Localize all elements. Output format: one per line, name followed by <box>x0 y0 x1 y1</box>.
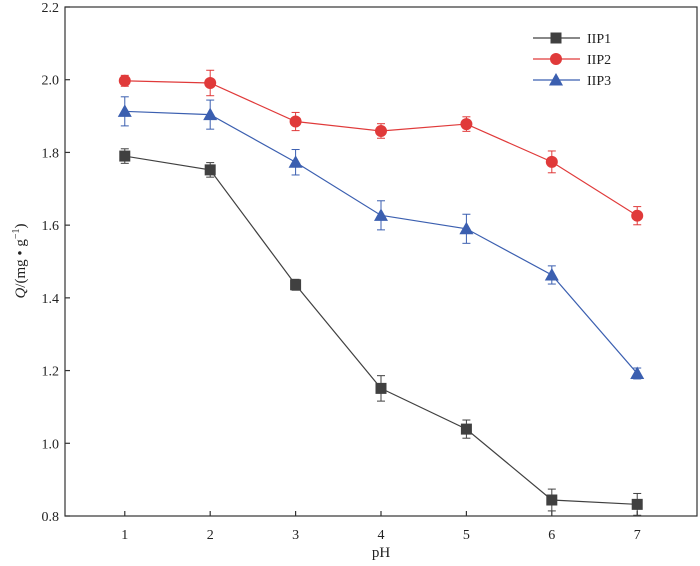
data-point <box>545 155 558 168</box>
y-tick-label: 2.2 <box>42 1 60 16</box>
data-point <box>631 209 644 222</box>
series-layer <box>117 69 645 516</box>
legend-label: IIP3 <box>587 74 611 89</box>
data-point <box>546 494 558 506</box>
data-point <box>288 155 303 168</box>
y-tick-label: 1.0 <box>42 437 60 452</box>
data-point <box>118 74 131 87</box>
data-point <box>204 76 217 89</box>
legend-label: IIP1 <box>587 32 611 47</box>
data-point <box>544 267 559 281</box>
x-axis-title: pH <box>372 545 391 561</box>
y-tick-label: 1.4 <box>42 292 60 307</box>
data-point <box>374 208 388 221</box>
legend: IIP1 IIP2 IIP3 <box>533 32 611 89</box>
data-point <box>459 221 474 235</box>
legend-marker <box>550 53 562 65</box>
data-point <box>375 382 387 394</box>
legend-item-iip3: IIP3 <box>533 73 611 89</box>
x-tick-label: 3 <box>292 528 299 543</box>
data-point <box>117 104 132 117</box>
data-point <box>119 150 131 162</box>
y-tick-label: 0.8 <box>42 510 60 525</box>
x-tick-label: 7 <box>634 528 641 543</box>
data-point <box>460 118 473 131</box>
data-point <box>375 124 387 137</box>
data-point <box>204 164 216 176</box>
legend-item-iip2: IIP2 <box>533 53 611 68</box>
legend-label: IIP2 <box>587 53 611 68</box>
x-axis: 1 2 3 4 5 6 7 <box>121 511 641 543</box>
data-point <box>630 366 645 379</box>
y-tick-label: 2.0 <box>42 74 60 89</box>
series-iip1 <box>119 148 643 516</box>
x-tick-label: 6 <box>548 528 555 543</box>
y-tick-label: 1.6 <box>42 219 60 234</box>
y-axis-title: Q/(mg • g−1) <box>11 223 29 298</box>
legend-marker <box>550 32 562 44</box>
legend-marker <box>549 73 563 86</box>
data-point <box>289 115 302 128</box>
series-iip3 <box>117 96 645 380</box>
data-point <box>631 498 643 510</box>
data-point <box>290 279 302 291</box>
x-tick-label: 2 <box>207 528 214 543</box>
series-line <box>124 80 638 217</box>
x-tick-label: 4 <box>378 528 385 543</box>
data-point <box>203 107 218 121</box>
x-tick-label: 1 <box>121 528 128 543</box>
x-tick-label: 5 <box>463 528 470 543</box>
y-tick-label: 1.8 <box>42 146 60 161</box>
data-point <box>460 423 472 435</box>
legend-item-iip1: IIP1 <box>533 32 611 47</box>
y-tick-label: 1.2 <box>42 365 60 380</box>
series-iip2 <box>118 69 644 226</box>
y-axis: 0.8 1.0 1.2 1.4 1.6 1.8 2.0 2.2 <box>42 1 70 525</box>
series-line <box>124 110 638 374</box>
